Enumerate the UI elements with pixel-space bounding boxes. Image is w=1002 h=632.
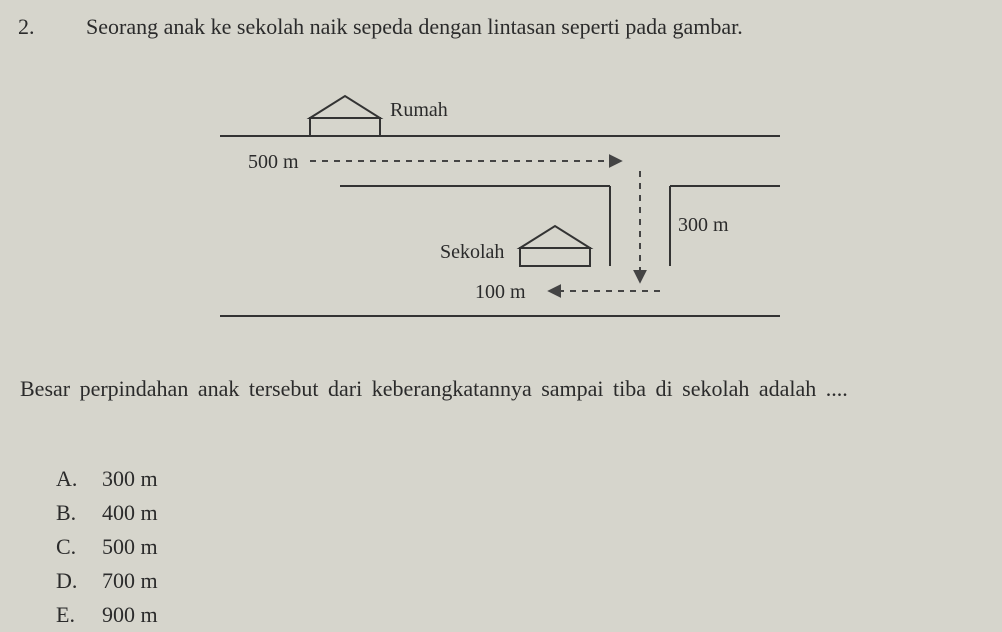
option-c: C. 500 m xyxy=(56,530,158,564)
option-b: B. 400 m xyxy=(56,496,158,530)
question-text: Seorang anak ke sekolah naik sepeda deng… xyxy=(86,14,966,40)
answer-options: A. 300 m B. 400 m C. 500 m D. 700 m E. 9… xyxy=(56,462,158,632)
option-letter: C. xyxy=(56,530,102,564)
svg-text:500 m: 500 m xyxy=(248,151,299,173)
svg-text:Rumah: Rumah xyxy=(390,99,448,121)
option-d: D. 700 m xyxy=(56,564,158,598)
option-e: E. 900 m xyxy=(56,598,158,632)
svg-text:300 m: 300 m xyxy=(678,214,729,236)
question-followup: Besar perpindahan anak tersebut dari keb… xyxy=(20,372,980,406)
option-value: 700 m xyxy=(102,564,158,598)
path-diagram: Rumah 500 m Sekolah 300 m 100 m xyxy=(190,56,810,336)
option-letter: A. xyxy=(56,462,102,496)
option-letter: E. xyxy=(56,598,102,632)
option-value: 500 m xyxy=(102,530,158,564)
svg-text:Sekolah: Sekolah xyxy=(440,241,504,263)
option-letter: B. xyxy=(56,496,102,530)
option-a: A. 300 m xyxy=(56,462,158,496)
page: 2. Seorang anak ke sekolah naik sepeda d… xyxy=(0,0,1002,632)
option-letter: D. xyxy=(56,564,102,598)
option-value: 400 m xyxy=(102,496,158,530)
option-value: 300 m xyxy=(102,462,158,496)
svg-text:100 m: 100 m xyxy=(475,281,526,303)
option-value: 900 m xyxy=(102,598,158,632)
question-number: 2. xyxy=(18,14,35,40)
